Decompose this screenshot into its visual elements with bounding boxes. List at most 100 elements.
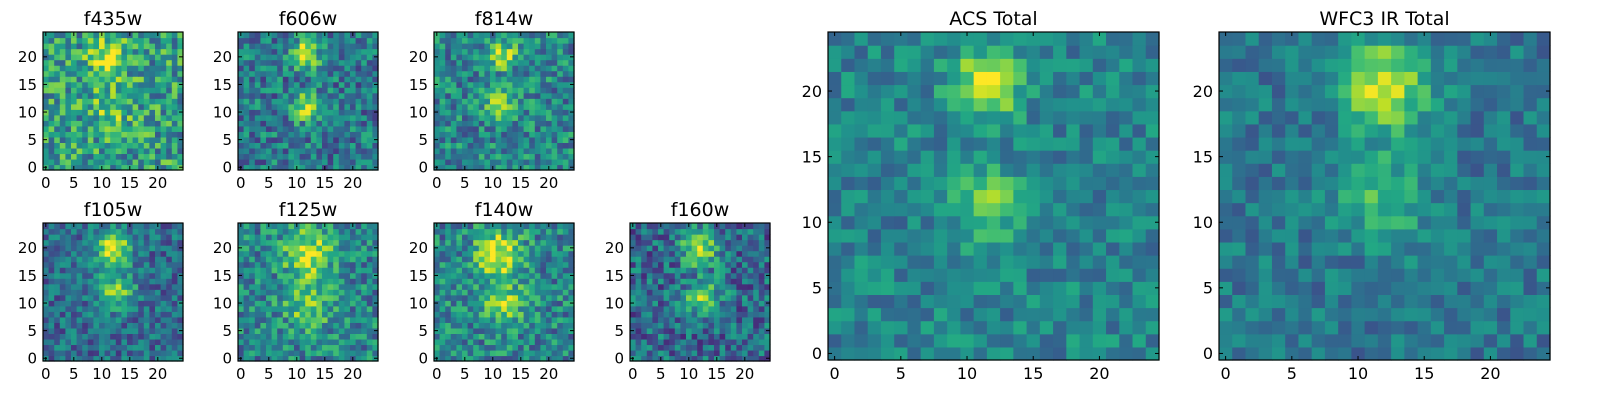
heatmap-cell [658, 322, 665, 329]
heatmap-cell [48, 278, 55, 285]
heatmap-cell [490, 250, 497, 257]
heatmap-cell [495, 256, 502, 263]
heatmap-cell [71, 76, 78, 83]
heatmap-cell [238, 114, 245, 121]
heatmap-cell [277, 250, 284, 257]
heatmap-cell [271, 87, 278, 94]
heatmap-cell [512, 300, 519, 307]
heatmap-cell [59, 87, 66, 94]
heatmap-cell [121, 164, 128, 171]
heatmap-cell [155, 256, 162, 263]
heatmap-cell [546, 278, 553, 285]
heatmap-cell [663, 267, 670, 274]
heatmap-cell [333, 300, 340, 307]
heatmap-cell [490, 70, 497, 77]
heatmap-cell [121, 250, 128, 257]
heatmap-cell [894, 202, 909, 217]
heatmap-cell [501, 283, 508, 290]
heatmap-cell [238, 250, 245, 257]
heatmap-cell [238, 70, 245, 77]
heatmap-cell [764, 278, 771, 285]
heatmap-cell [305, 48, 312, 55]
heatmap-cell [462, 65, 469, 72]
heatmap-cell [529, 333, 536, 340]
heatmap-cell [646, 300, 653, 307]
heatmap-cell [495, 234, 502, 241]
heatmap-cell [149, 349, 156, 357]
heatmap-cell [82, 338, 89, 346]
heatmap-cell [456, 153, 463, 160]
heatmap-cell [344, 147, 351, 155]
heatmap-cell [523, 136, 530, 143]
heatmap-cell [355, 223, 362, 230]
heatmap-cell [462, 256, 469, 263]
heatmap-cell [76, 278, 83, 285]
heatmap-cell [523, 333, 530, 340]
axes-frame [433, 31, 575, 171]
heatmap-cell [557, 158, 564, 166]
heatmap-cell [115, 92, 122, 99]
heatmap-cell [48, 76, 55, 83]
heatmap-cell [87, 278, 94, 285]
heatmap-cell [462, 142, 469, 149]
heatmap-cell [166, 300, 173, 307]
heatmap-cell [110, 267, 117, 274]
heatmap-cell [512, 131, 519, 138]
heatmap-cell [933, 215, 948, 230]
heatmap-cell [322, 327, 329, 334]
heatmap-cell [355, 234, 362, 241]
heatmap-cell [177, 48, 184, 55]
heatmap-cell [59, 59, 66, 66]
heatmap-cell [663, 311, 670, 318]
heatmap-cell [1079, 255, 1094, 269]
heatmap-cell [160, 87, 167, 94]
heatmap-cell [43, 103, 50, 110]
x-tick-label: 20 [539, 174, 558, 192]
heatmap-cell [445, 245, 452, 252]
heatmap-cell [973, 189, 988, 204]
heatmap-cell [104, 272, 111, 279]
heatmap-cell [110, 223, 117, 230]
heatmap-cell [478, 147, 485, 155]
heatmap-cell [59, 316, 66, 323]
heatmap-cell [299, 294, 306, 301]
heatmap-cell [462, 87, 469, 94]
heatmap-cell [294, 256, 301, 263]
heatmap-cell [708, 316, 715, 323]
heatmap-cell [160, 92, 167, 99]
heatmap-cell [646, 289, 653, 296]
heatmap-cell [490, 234, 497, 241]
heatmap-cell [568, 256, 575, 263]
heatmap-cell [271, 164, 278, 171]
heatmap-cell [333, 43, 340, 50]
heatmap-cell [59, 327, 66, 334]
heatmap-cell [719, 245, 726, 252]
heatmap-cell [557, 228, 564, 235]
heatmap-cell [557, 327, 564, 334]
heatmap-cell [65, 300, 72, 307]
heatmap-cell [635, 239, 642, 246]
heatmap-cell [1013, 333, 1028, 348]
heatmap-cell [635, 311, 642, 318]
heatmap-cell [534, 158, 541, 166]
heatmap-cell [439, 125, 446, 132]
heatmap-cell [456, 338, 463, 346]
heatmap-cell [71, 125, 78, 132]
heatmap-cell [327, 316, 334, 323]
heatmap-cell [254, 59, 261, 66]
heatmap-cell [641, 261, 648, 268]
heatmap-cell [557, 114, 564, 121]
heatmap-cell [138, 278, 145, 285]
heatmap-cell [725, 294, 732, 301]
heatmap-cell [725, 228, 732, 235]
heatmap-cell [260, 228, 267, 235]
heatmap-cell [557, 32, 564, 39]
heatmap-cell [149, 81, 156, 88]
heatmap-cell [652, 333, 659, 340]
heatmap-cell [1119, 294, 1134, 309]
heatmap-cell [310, 272, 317, 279]
heatmap-cell [920, 189, 935, 204]
heatmap-cell [82, 267, 89, 274]
heatmap-cell [546, 234, 553, 241]
heatmap-cell [736, 228, 743, 235]
